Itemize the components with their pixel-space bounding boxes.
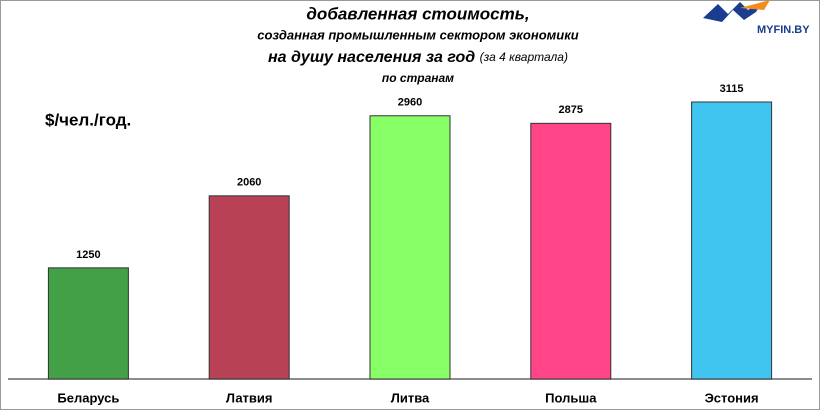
x-tick-label: Беларусь (57, 390, 119, 405)
value-label: 1250 (76, 249, 100, 261)
y-label: $/чел./год. (45, 110, 131, 129)
x-tick-label: Литва (391, 390, 430, 405)
x-tick-label: Польша (545, 390, 597, 405)
logo-text: MYFIN.BY (757, 24, 810, 36)
value-label: 3115 (720, 83, 744, 95)
x-tick-label: Эстония (705, 390, 759, 405)
value-label: 2875 (559, 104, 583, 116)
value-label: 2060 (237, 177, 261, 189)
logo-icon (703, 2, 762, 22)
bar (47, 267, 129, 380)
title-note: (за 4 квартала) (480, 50, 568, 64)
bar (369, 115, 451, 380)
logo-icon (740, 0, 770, 10)
title-line: добавленная стоимость, (306, 4, 529, 23)
bar (208, 195, 290, 380)
title-line: по странам (382, 71, 454, 85)
title-line: созданная промышленным сектором экономик… (257, 27, 579, 42)
logo: MYFIN.BY (703, 0, 810, 36)
bar (530, 122, 612, 380)
value-label: 2960 (398, 97, 422, 109)
bar (691, 101, 773, 380)
title-line: на душу населения за год (за 4 квартала) (268, 49, 568, 66)
title-main: на душу населения за год (268, 49, 475, 66)
x-tick-label: Латвия (226, 390, 273, 405)
